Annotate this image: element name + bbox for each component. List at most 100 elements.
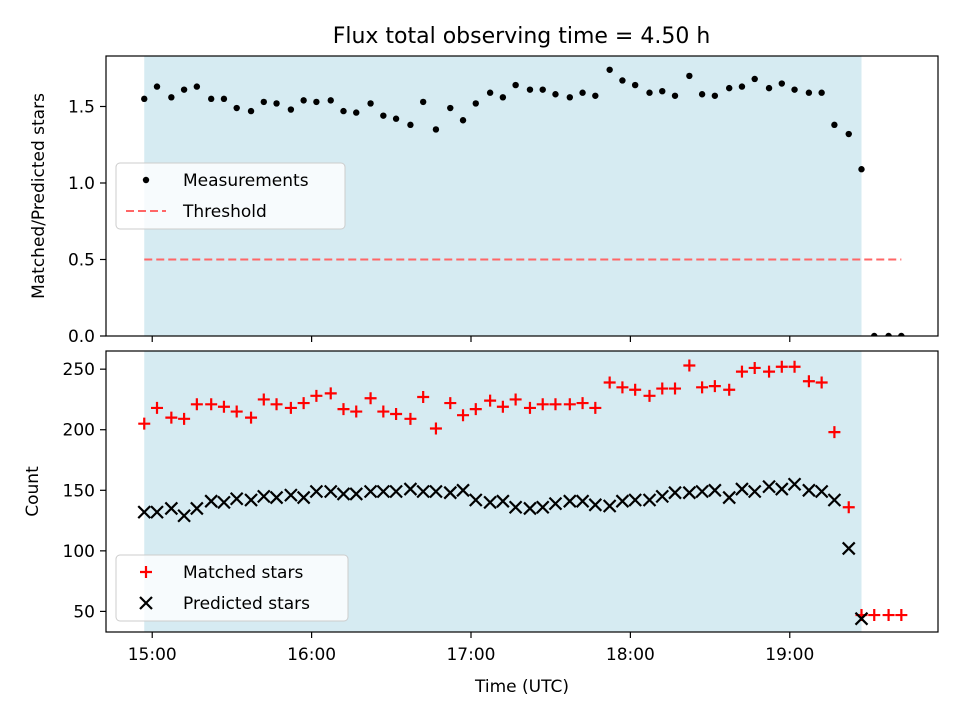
y-tick-label: 0.0 <box>68 327 95 347</box>
data-point <box>456 483 470 498</box>
data-point <box>432 126 440 133</box>
data-point <box>284 401 297 414</box>
data-point <box>726 84 733 92</box>
y-tick-label: 200 <box>63 421 95 441</box>
data-point <box>164 501 179 516</box>
data-point <box>376 484 391 499</box>
x-axis-label: Time (UTC) <box>474 677 569 697</box>
data-point <box>631 81 639 89</box>
data-point <box>735 365 748 378</box>
data-point <box>296 490 311 505</box>
data-point <box>444 397 457 410</box>
data-point <box>791 86 798 93</box>
data-point <box>788 360 801 373</box>
data-point <box>269 490 284 505</box>
data-point <box>205 398 218 411</box>
data-point <box>509 393 522 406</box>
data-point <box>457 409 470 422</box>
data-point <box>686 72 693 80</box>
y-tick-label: 1.0 <box>68 174 95 194</box>
data-point <box>815 376 828 389</box>
data-point <box>459 117 467 124</box>
data-point <box>138 417 151 430</box>
data-point <box>778 80 786 87</box>
data-point <box>682 485 697 500</box>
data-point <box>180 86 188 93</box>
series-measurements <box>141 66 905 336</box>
data-point <box>615 494 630 508</box>
data-point <box>284 488 298 502</box>
data-point <box>708 380 721 393</box>
legend-marker <box>140 566 152 578</box>
data-point <box>486 89 494 96</box>
y-tick-label: 0.5 <box>68 250 95 270</box>
data-point <box>229 491 244 506</box>
data-point <box>217 400 230 413</box>
data-point <box>831 121 838 129</box>
data-point <box>628 493 642 507</box>
data-point <box>566 94 574 101</box>
data-point <box>419 98 427 106</box>
data-point <box>220 95 228 103</box>
data-point <box>723 383 736 396</box>
data-point <box>512 81 519 89</box>
data-point <box>340 107 347 115</box>
data-point <box>659 87 666 95</box>
data-point <box>469 493 483 507</box>
legend-label: Threshold <box>182 202 267 222</box>
data-point <box>168 94 175 101</box>
data-point <box>257 393 270 406</box>
data-point <box>287 106 295 113</box>
data-point <box>523 501 537 516</box>
data-point <box>802 483 816 498</box>
plot-frame <box>105 350 939 633</box>
data-point <box>549 398 562 411</box>
data-point <box>841 541 856 556</box>
data-point <box>523 401 536 414</box>
data-point <box>350 405 363 418</box>
data-point <box>671 92 679 99</box>
legend-box <box>115 554 349 622</box>
data-point <box>576 397 589 410</box>
data-point <box>363 484 378 499</box>
data-point <box>802 375 815 388</box>
data-point <box>669 382 682 395</box>
data-point <box>548 496 563 511</box>
data-point <box>579 89 586 96</box>
data-point <box>390 407 403 420</box>
data-point <box>606 66 613 73</box>
data-point <box>708 483 722 498</box>
data-point <box>270 398 283 411</box>
legend-label: Predicted stars <box>183 594 310 614</box>
legend-label: Matched stars <box>183 563 303 583</box>
data-point <box>818 89 825 96</box>
data-point <box>698 91 706 98</box>
data-point <box>695 484 709 499</box>
data-point <box>722 490 736 505</box>
data-point <box>377 405 390 418</box>
data-point <box>765 84 773 92</box>
data-layer <box>137 359 908 626</box>
data-point <box>775 482 789 496</box>
data-point <box>656 382 669 395</box>
data-point <box>273 100 280 107</box>
legend-label: Measurements <box>183 171 309 191</box>
data-point <box>496 400 509 413</box>
y-axis-label: Count <box>23 466 43 517</box>
data-point <box>364 392 377 405</box>
legend: Measurements Threshold <box>115 162 346 230</box>
data-point <box>536 398 549 411</box>
y-tick-label: 100 <box>63 542 95 562</box>
data-point <box>858 166 865 173</box>
data-point <box>190 501 204 516</box>
data-point <box>842 501 855 514</box>
data-point <box>336 487 351 501</box>
data-point <box>469 403 482 416</box>
data-point <box>367 100 374 107</box>
data-point <box>882 609 895 622</box>
data-point <box>392 115 400 122</box>
series-matched-stars <box>138 359 908 622</box>
data-point <box>233 104 240 112</box>
x-tick-label: 17:00 <box>446 645 495 665</box>
data-point <box>563 494 577 508</box>
